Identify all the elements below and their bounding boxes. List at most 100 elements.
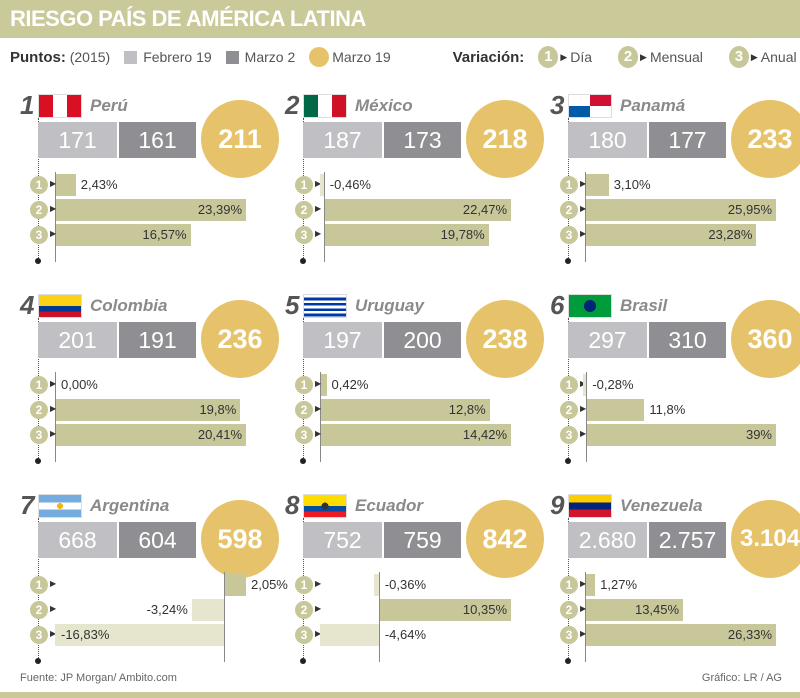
country-name: Uruguay (355, 296, 424, 315)
mexico-flag-icon (303, 94, 347, 118)
febrero-19-value: 171 (38, 122, 117, 158)
variation-bar (56, 224, 191, 246)
marzo-19-value: 236 (201, 300, 279, 378)
arrow-icon: ▶ (580, 429, 587, 438)
rank: 7 (20, 490, 35, 520)
arrow-icon: ▶ (315, 179, 322, 188)
credit-note: Gráfico: LR / AG (701, 672, 782, 684)
variation-label: 19,8% (199, 402, 237, 417)
variation-badge: 3 (560, 226, 578, 244)
variation-label: 1,27% (600, 577, 638, 592)
variation-badge: 1 (295, 576, 313, 594)
zero-axis (55, 372, 56, 462)
variation-bar (586, 624, 776, 646)
variation-label: -0,46% (329, 177, 371, 192)
legend-anual: Anual (760, 49, 797, 65)
marzo-2-value: 759 (384, 522, 461, 558)
arrow-icon: ▶ (50, 404, 57, 413)
legend-mensual: Mensual (649, 49, 703, 65)
variation-label: 22,47% (462, 202, 507, 217)
febrero-19-value: 180 (568, 122, 647, 158)
guide-dot (565, 658, 571, 664)
arrow-icon: ▶ (580, 379, 586, 388)
arrow-icon: ▶ (50, 629, 57, 638)
variation-bar (587, 424, 776, 446)
marzo-19-value: 360 (731, 300, 800, 378)
variation-bar (586, 574, 596, 596)
marzo-19-value: 238 (466, 300, 544, 378)
variation-badge: 2 (30, 201, 48, 219)
febrero-19-value: 668 (38, 522, 117, 558)
variation-label: 14,42% (462, 427, 507, 442)
zero-axis (320, 372, 321, 462)
variation-bar (586, 199, 776, 221)
variation-bar (56, 424, 246, 446)
arrow-icon: ▶ (750, 51, 758, 62)
guide-dot (35, 258, 41, 264)
febrero-19-value: 752 (303, 522, 382, 558)
country-name: Panamá (620, 96, 686, 115)
uruguay-flag-icon (303, 294, 347, 318)
variation-badge: 3 (560, 626, 578, 644)
marzo-19-value: 842 (466, 500, 544, 578)
variation-label: 20,41% (197, 427, 242, 442)
legend-febrero: Febrero 19 (143, 49, 212, 65)
variation-badge: 1 (295, 176, 313, 194)
arrow-icon: ▶ (50, 579, 57, 588)
arrow-icon: ▶ (315, 404, 322, 413)
variation-label: 25,95% (727, 202, 772, 217)
country-name: Ecuador (355, 496, 424, 515)
variation-label: -0,28% (592, 377, 634, 392)
variation-bar (324, 224, 489, 246)
arrow-icon: ▶ (560, 51, 568, 62)
rank: 4 (20, 290, 35, 320)
country-panel: 3 Panamá 180 177 233 1 ▶ 3,10% 2 ▶ 25,95% 3 ▶ 23,28% (550, 88, 800, 283)
variation-label: 13,45% (634, 602, 680, 617)
rank: 6 (550, 290, 565, 320)
variation-bar (321, 399, 490, 421)
country-name: Colombia (90, 296, 168, 315)
arrow-icon: ▶ (580, 604, 587, 613)
arrow-icon: ▶ (580, 404, 587, 413)
variation-bar (225, 574, 246, 596)
ecuador-flag-icon (303, 494, 347, 518)
arrow-icon: ▶ (580, 629, 587, 638)
arrow-icon: ▶ (315, 229, 322, 238)
legend-dia: Día (570, 49, 593, 65)
variation-badge: 1 (560, 576, 578, 594)
variation-badge: 3 (30, 626, 48, 644)
arrow-icon: ▶ (50, 204, 57, 213)
guide-dot (35, 458, 41, 464)
legend: Puntos: (2015) Febrero 19 Marzo 2 Marzo … (10, 45, 800, 69)
variation-bar (374, 574, 379, 596)
variation-label: 23,28% (708, 227, 753, 242)
var-1-badge: 1 (538, 46, 559, 68)
argentina-flag-icon (38, 494, 82, 518)
variation-label: -3,24% (146, 602, 188, 617)
variation-label: 0,42% (331, 377, 369, 392)
title-bar: RIESGO PAÍS DE AMÉRICA LATINA (0, 0, 800, 38)
variation-badge: 2 (560, 201, 578, 219)
marzo-2-value: 310 (649, 322, 726, 358)
marzo-19-value: 598 (201, 500, 279, 578)
variation-badge: 3 (295, 226, 313, 244)
guide-dot (300, 458, 306, 464)
variation-badge: 2 (30, 601, 48, 619)
variacion-label: Variación: (452, 48, 525, 66)
variation-bar (586, 224, 757, 246)
variation-bar (324, 199, 511, 221)
variation-label: 2,43% (80, 177, 118, 192)
venezuela-flag-icon (568, 494, 612, 518)
year-label: (2015) (69, 49, 111, 65)
variation-label: 12,8% (448, 402, 486, 417)
variation-badge: 2 (560, 401, 578, 419)
arrow-icon: ▶ (640, 51, 647, 62)
variation-badge: 1 (560, 176, 578, 194)
variation-label: 26,33% (727, 627, 772, 642)
source-note: Fuente: JP Morgan/ Ambito.com (20, 672, 177, 684)
legend-marzo2: Marzo 2 (244, 49, 296, 65)
variation-label: -16,83% (61, 627, 110, 642)
variation-bar (379, 599, 511, 621)
zero-axis (55, 172, 56, 262)
